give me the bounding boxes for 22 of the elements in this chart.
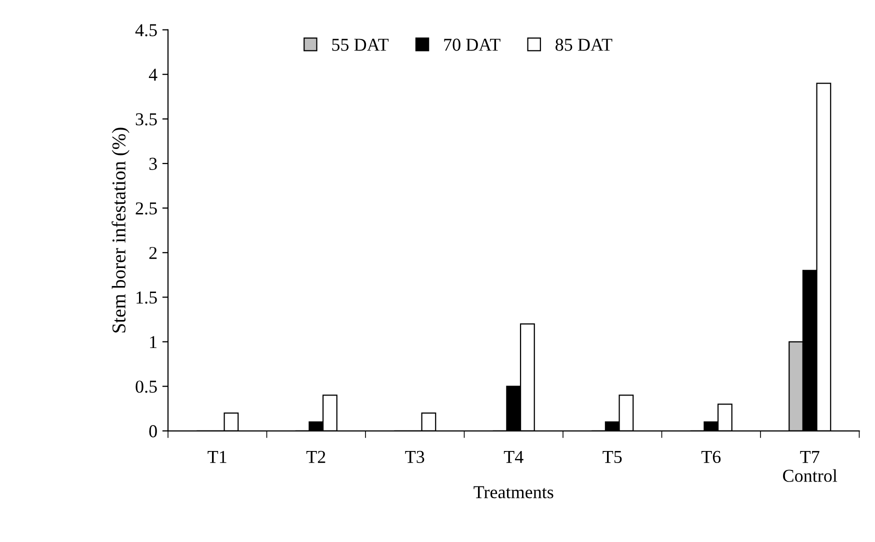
x-tick-label: T4 [504,450,524,463]
x-tick-label: T1 [208,450,226,463]
legend-label: 85 DAT [556,38,612,51]
legend-label: 55 DAT [332,38,389,51]
x-tick-label: T5 [602,451,622,464]
legend-label: 70 DAT [444,38,500,51]
y-tick-label: 3.5 [136,113,157,126]
x-axis-title: Treatments [474,486,554,498]
y-tick-label: 1.5 [136,292,157,304]
y-tick-label: 2.5 [136,202,157,215]
y-tick-label: 0.5 [136,380,157,393]
y-tick-label: 4 [148,68,158,81]
x-tick-label: T2 [306,450,326,463]
x-tick-label: T7 Control [783,451,838,482]
x-tick-label: T3 [405,450,424,464]
y-tick-label: 1 [150,336,156,348]
x-tick-label: T6 [701,450,721,464]
y-tick-label: 0 [149,425,157,438]
y-tick-label: 2 [149,246,157,259]
y-axis-title: Stem borer infestation (%) [112,128,130,332]
y-tick-label: 4.5 [135,24,157,36]
y-tick-label: 3 [149,158,157,170]
